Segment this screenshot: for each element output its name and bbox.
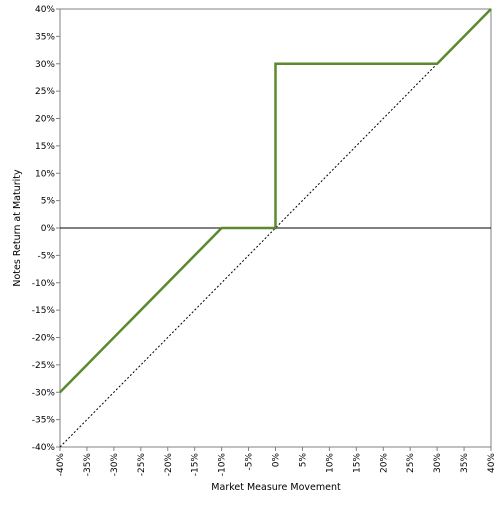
x-tick-label: -30%	[110, 453, 120, 477]
y-tick-label: 25%	[35, 87, 55, 97]
x-tick-label: 35%	[460, 453, 470, 473]
y-tick-label: -40%	[32, 443, 56, 453]
payoff-line	[59, 8, 492, 394]
x-tick-label: 5%	[298, 453, 308, 468]
x-tick-label: -5%	[245, 453, 255, 471]
x-tick-label: -20%	[164, 453, 174, 477]
x-tick-label: -35%	[83, 453, 93, 477]
y-tick-label: 5%	[41, 197, 56, 207]
y-tick-label: -5%	[37, 251, 55, 261]
ticks-layer: 40% 35% 30% 25% 20% 15% 10% 5% 0% -5% -10% -15% -20%…	[32, 5, 497, 476]
x-tick-label: 10%	[325, 453, 335, 473]
y-tick-label: 15%	[35, 142, 55, 152]
y-tick-label: 0%	[41, 224, 56, 234]
y-tick-label: -10%	[32, 279, 56, 289]
x-axis-title: Market Measure Movement	[211, 482, 341, 493]
x-tick-label: 30%	[433, 453, 443, 473]
x-tick-label: 40%	[487, 453, 497, 473]
x-tick-label: 15%	[352, 453, 362, 473]
y-tick-label: 20%	[35, 115, 55, 125]
x-tick-label: 20%	[379, 453, 389, 473]
y-tick-label: -15%	[32, 306, 56, 316]
y-tick-label: 35%	[35, 32, 55, 42]
y-tick-label: -20%	[32, 334, 56, 344]
y-tick-label: 10%	[35, 169, 55, 179]
series-layer	[59, 8, 492, 448]
y-tick-label: 40%	[35, 5, 55, 15]
x-tick-label: 25%	[406, 453, 416, 473]
y-axis-title: Notes Return at Maturity	[12, 169, 23, 287]
y-tick-label: -25%	[32, 361, 56, 371]
reference-line	[59, 8, 492, 448]
x-tick-label: -25%	[137, 453, 147, 477]
y-tick-label: 30%	[35, 60, 55, 70]
x-tick-label: -15%	[191, 453, 201, 477]
x-tick-label: 0%	[272, 453, 282, 468]
x-tick-label: -10%	[218, 453, 228, 477]
y-tick-label: -30%	[32, 388, 56, 398]
x-tick-label: -40%	[56, 453, 66, 477]
y-tick-label: -35%	[32, 416, 56, 426]
